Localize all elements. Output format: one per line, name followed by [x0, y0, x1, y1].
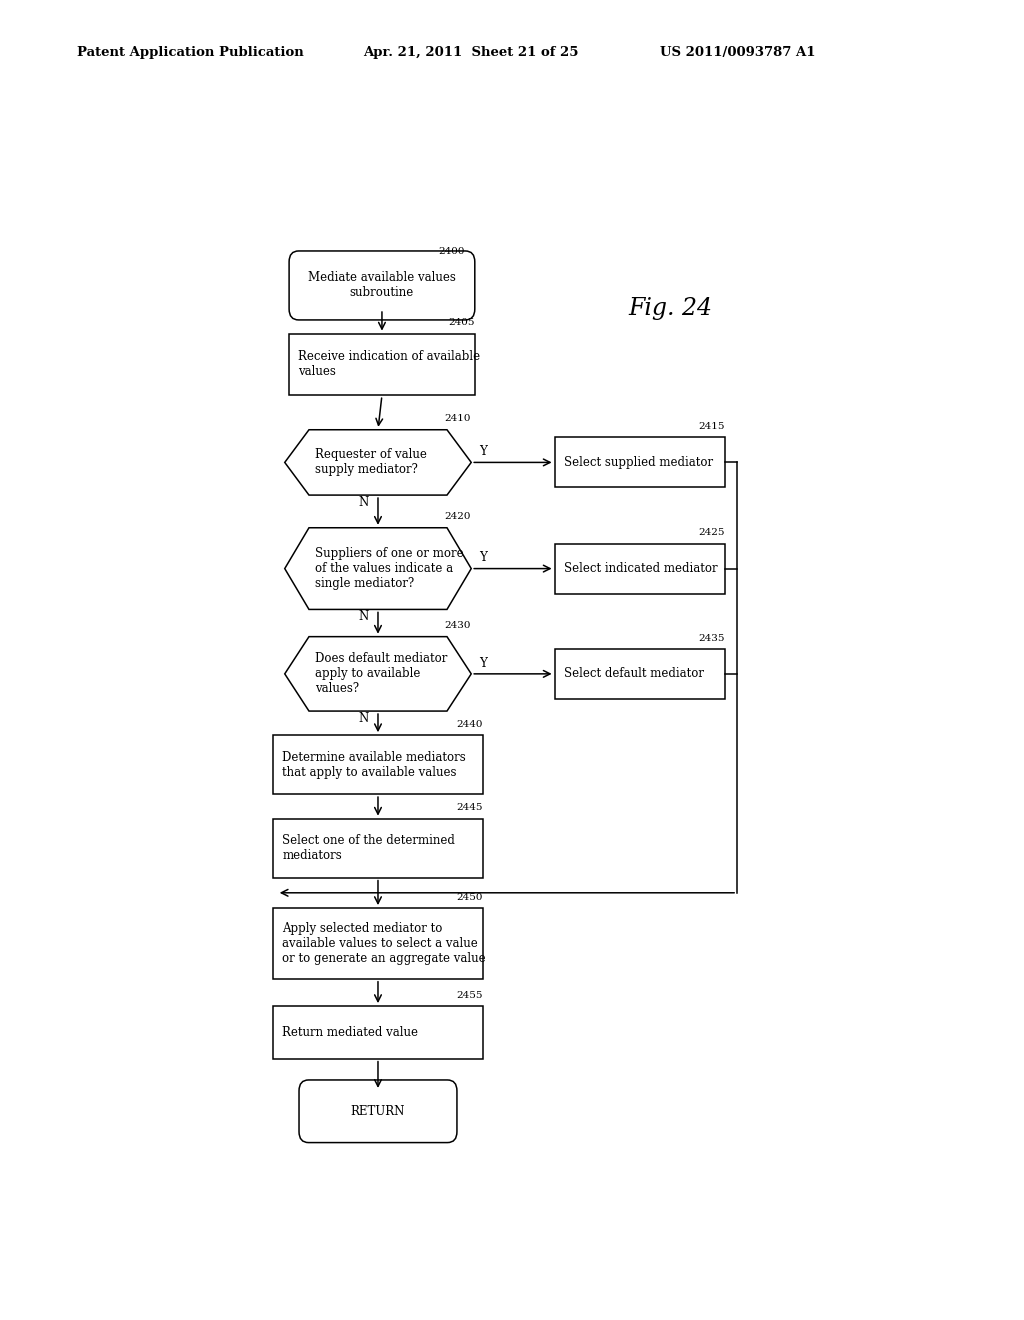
Text: Y: Y	[479, 445, 487, 458]
Bar	[555, 649, 725, 698]
Text: 2405: 2405	[449, 318, 475, 327]
Bar	[272, 908, 483, 979]
Text: Select one of the determined
mediators: Select one of the determined mediators	[283, 834, 456, 862]
Bar	[289, 334, 475, 395]
Text: 2400: 2400	[438, 247, 465, 256]
Text: US 2011/0093787 A1: US 2011/0093787 A1	[660, 46, 816, 59]
Text: Apply selected mediator to
available values to select a value
or to generate an : Apply selected mediator to available val…	[283, 921, 486, 965]
Text: Select default mediator: Select default mediator	[564, 668, 705, 680]
Text: Y: Y	[479, 552, 487, 565]
Bar	[555, 437, 725, 487]
Text: 2425: 2425	[698, 528, 725, 537]
Text: Patent Application Publication: Patent Application Publication	[77, 46, 303, 59]
Text: 2455: 2455	[457, 990, 483, 999]
Text: 2430: 2430	[444, 622, 471, 631]
Text: Does default mediator
apply to available
values?: Does default mediator apply to available…	[315, 652, 447, 696]
Text: Receive indication of available
values: Receive indication of available values	[298, 350, 480, 379]
Bar	[555, 544, 725, 594]
Text: Select indicated mediator: Select indicated mediator	[564, 562, 718, 576]
Text: Determine available mediators
that apply to available values: Determine available mediators that apply…	[283, 751, 466, 779]
Text: Select supplied mediator: Select supplied mediator	[564, 455, 713, 469]
Text: 2445: 2445	[457, 804, 483, 812]
Text: RETURN: RETURN	[351, 1105, 406, 1118]
Text: 2450: 2450	[457, 892, 483, 902]
Bar	[272, 735, 483, 795]
Text: Suppliers of one or more
of the values indicate a
single mediator?: Suppliers of one or more of the values i…	[315, 546, 464, 590]
Text: 2435: 2435	[698, 634, 725, 643]
Text: Mediate available values
subroutine: Mediate available values subroutine	[308, 272, 456, 300]
Text: 2410: 2410	[444, 414, 471, 424]
Polygon shape	[285, 636, 471, 711]
Text: N: N	[358, 711, 369, 725]
Text: Y: Y	[479, 656, 487, 669]
Bar	[272, 1006, 483, 1059]
Text: 2415: 2415	[698, 422, 725, 432]
Text: Requester of value
supply mediator?: Requester of value supply mediator?	[315, 449, 427, 477]
FancyBboxPatch shape	[289, 251, 475, 319]
Text: Apr. 21, 2011  Sheet 21 of 25: Apr. 21, 2011 Sheet 21 of 25	[364, 46, 579, 59]
Text: Fig. 24: Fig. 24	[628, 297, 712, 319]
Text: Return mediated value: Return mediated value	[283, 1026, 419, 1039]
Bar	[272, 818, 483, 878]
Polygon shape	[285, 528, 471, 610]
Text: N: N	[358, 496, 369, 510]
Text: 2440: 2440	[457, 719, 483, 729]
Text: N: N	[358, 610, 369, 623]
Polygon shape	[285, 430, 471, 495]
Text: 2420: 2420	[444, 512, 471, 521]
FancyBboxPatch shape	[299, 1080, 457, 1143]
